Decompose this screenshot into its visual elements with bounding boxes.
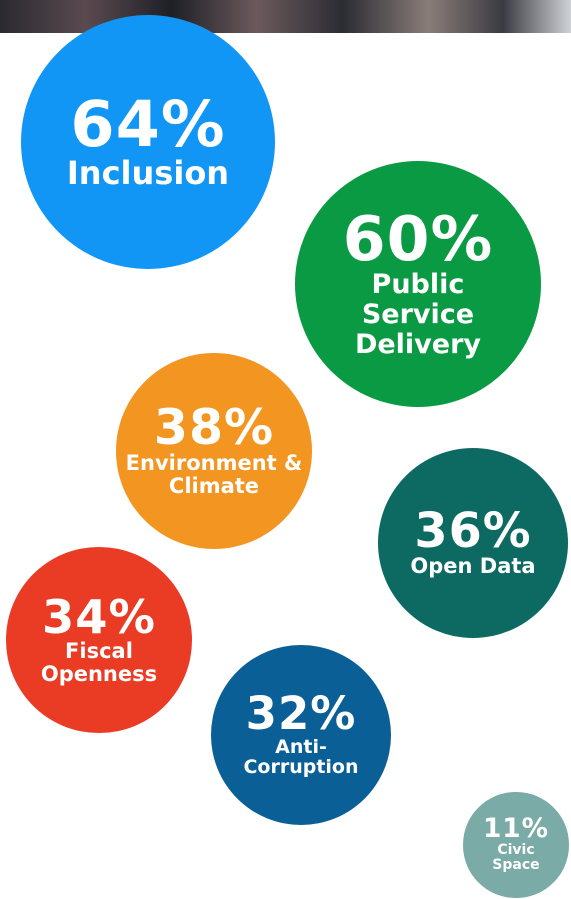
value-label: 60% [342,202,494,275]
bubble: 60% Public Service Delivery [294,160,542,408]
bubble: 36% Open Data [377,447,569,639]
category-label: Public Service Delivery [354,269,482,360]
bubble: 38% Environment & Climate [115,352,312,549]
category-label: Anti-Corruption [243,735,359,779]
category-label: Open Data [410,554,536,579]
value-label: 32% [245,686,357,740]
header-photo [0,0,571,33]
value-label: 64% [70,86,226,161]
category-label: Inclusion [66,154,230,193]
category-label: Fiscal Openness [40,639,158,687]
value-label: 36% [414,503,532,559]
value-label: 34% [42,589,156,644]
value-label: 38% [153,399,275,457]
bubble: 11% Civic Space [463,792,569,898]
bubble: 34% Fiscal Openness [6,547,192,733]
category-label: Environment & Climate [125,451,303,499]
value-label: 11% [482,814,550,845]
bubble: 64% Inclusion [20,14,276,270]
bubble: 32% Anti-Corruption [211,645,391,825]
category-label: Civic Space [492,841,540,874]
